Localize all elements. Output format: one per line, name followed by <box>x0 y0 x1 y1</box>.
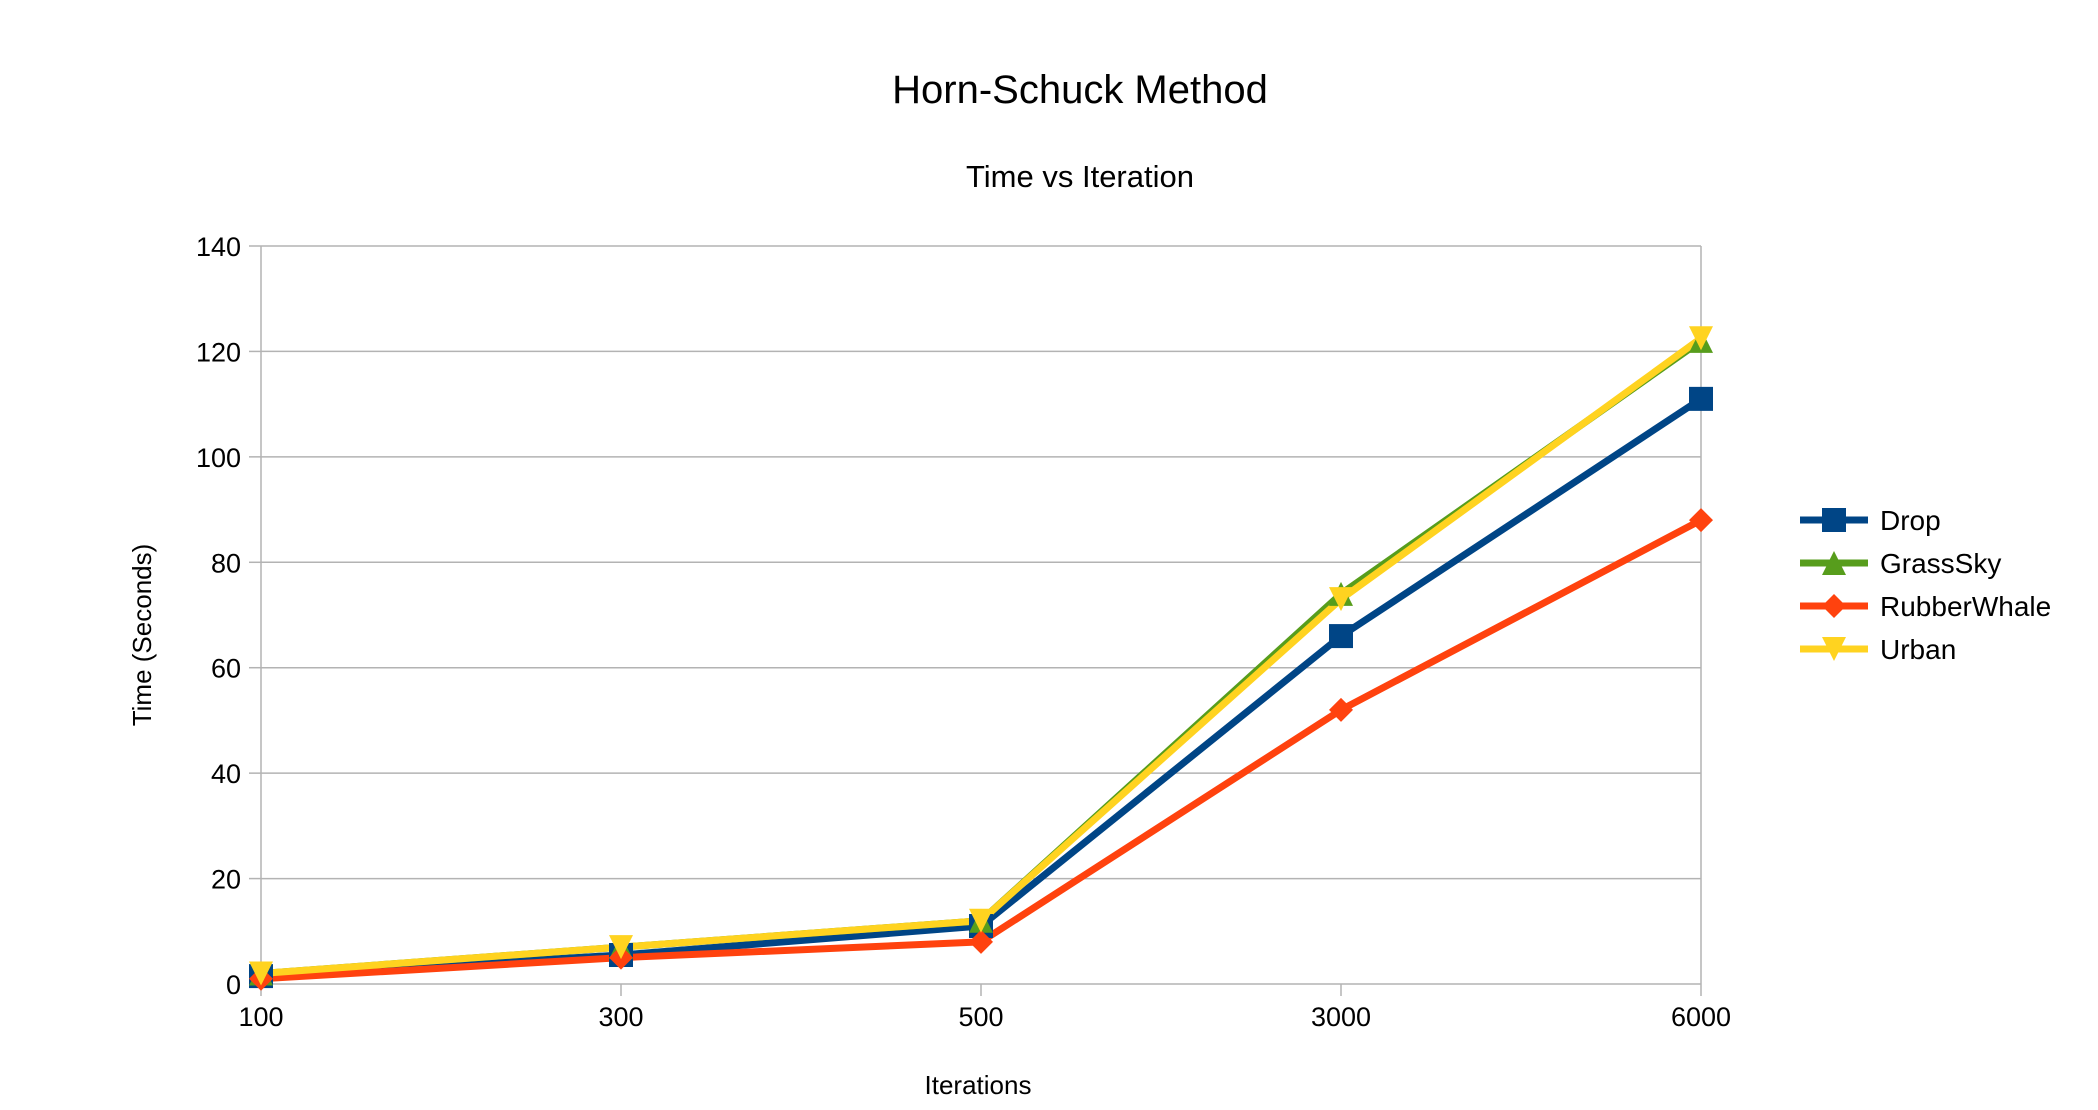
data-point-drop <box>1329 624 1353 649</box>
y-tick-label: 120 <box>196 337 241 367</box>
x-tick-label: 300 <box>598 1002 643 1032</box>
y-tick-label: 40 <box>211 759 241 789</box>
y-tick-label: 0 <box>226 970 241 1000</box>
legend: Drop GrassSky RubberWhale Urban <box>1800 505 2051 665</box>
legend-label-urban: Urban <box>1880 634 1956 665</box>
series-markers <box>249 326 1713 991</box>
legend-marker-drop <box>1822 508 1846 532</box>
legend-marker-urban <box>1822 637 1846 661</box>
data-point-drop <box>1689 386 1713 411</box>
x-axis-title: Iterations <box>925 1070 1032 1100</box>
series-lines <box>257 334 1705 983</box>
series-line-drop <box>257 395 1705 980</box>
data-point-urban <box>249 961 273 986</box>
y-tick-label: 140 <box>196 232 241 262</box>
legend-label-grasssky: GrassSky <box>1880 548 2001 579</box>
x-tick-label: 6000 <box>1671 1002 1731 1032</box>
x-tick-label: 100 <box>238 1002 283 1032</box>
legend-marker-grasssky <box>1822 551 1846 575</box>
data-point-rubberwhale <box>1329 697 1353 722</box>
data-point-urban <box>1329 587 1353 612</box>
legend-marker-rubberwhale <box>1822 594 1846 618</box>
chart-title: Horn-Schuck Method <box>892 68 1268 112</box>
data-point-rubberwhale <box>1689 508 1713 533</box>
y-tick-label: 100 <box>196 443 241 473</box>
chart-subtitle: Time vs Iteration <box>966 159 1194 194</box>
gridlines <box>261 245 1701 985</box>
legend-label-drop: Drop <box>1880 505 1941 536</box>
y-tick-label: 80 <box>211 548 241 578</box>
tick-labels: 0 20 40 60 80 100 120 140 100 300 500 3000 6000 <box>196 232 1731 1032</box>
data-point-urban <box>969 908 993 933</box>
y-tick-label: 60 <box>211 654 241 684</box>
axes <box>249 245 1702 996</box>
legend-label-rubberwhale: RubberWhale <box>1880 591 2051 622</box>
y-tick-label: 20 <box>211 865 241 895</box>
data-point-rubberwhale <box>969 929 993 954</box>
x-tick-label: 3000 <box>1311 1002 1371 1032</box>
data-point-urban <box>609 935 633 960</box>
x-tick-label: 500 <box>958 1002 1003 1032</box>
y-axis-title: Time (Seconds) <box>127 544 157 727</box>
data-point-urban <box>1689 326 1713 351</box>
